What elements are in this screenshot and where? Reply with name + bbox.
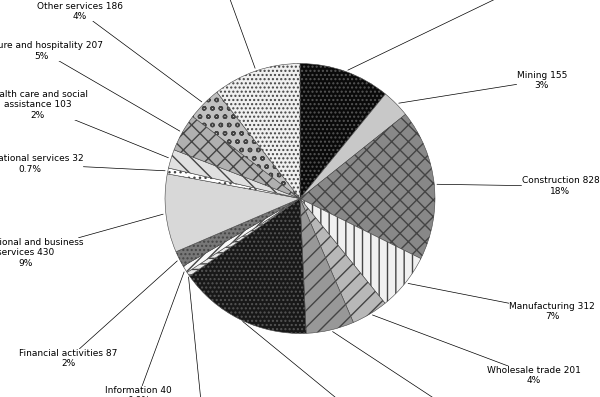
- Wedge shape: [300, 198, 421, 303]
- Text: Professional and business
services 430
9%: Professional and business services 430 9…: [0, 214, 163, 268]
- Text: Utilities 24
0.5%: Utilities 24 0.5%: [178, 277, 226, 397]
- Text: Mining 155
3%: Mining 155 3%: [399, 71, 567, 103]
- Text: Construction 828
18%: Construction 828 18%: [437, 177, 599, 196]
- Wedge shape: [300, 198, 385, 322]
- Wedge shape: [217, 64, 300, 198]
- Wedge shape: [167, 168, 300, 198]
- Wedge shape: [190, 198, 306, 333]
- Text: Educational services 32
0.7%: Educational services 32 0.7%: [0, 154, 165, 174]
- Wedge shape: [165, 174, 300, 252]
- Wedge shape: [300, 94, 406, 198]
- Text: Financial activities 87
2%: Financial activities 87 2%: [19, 261, 177, 368]
- Wedge shape: [300, 198, 353, 333]
- Wedge shape: [193, 92, 300, 198]
- Wedge shape: [300, 114, 435, 258]
- Text: Retail trade 263
6%: Retail trade 263 6%: [332, 331, 496, 397]
- Wedge shape: [183, 198, 300, 272]
- Wedge shape: [169, 150, 300, 198]
- Text: Transportation and
warehousing 733
16%: Transportation and warehousing 733 16%: [242, 322, 415, 397]
- Wedge shape: [187, 198, 300, 276]
- Wedge shape: [300, 64, 385, 198]
- Text: Agriculture, forestry, fishing
and hunting 500
11%: Agriculture, forestry, fishing and hunti…: [348, 0, 595, 70]
- Text: Other services 186
4%: Other services 186 4%: [37, 2, 202, 102]
- Text: Wholesale trade 201
4%: Wholesale trade 201 4%: [373, 315, 581, 385]
- Text: Health care and social
assistance 103
2%: Health care and social assistance 103 2%: [0, 90, 169, 158]
- Text: Manufacturing 312
7%: Manufacturing 312 7%: [408, 283, 595, 322]
- Wedge shape: [176, 198, 300, 266]
- Text: Leisure and hospitality 207
5%: Leisure and hospitality 207 5%: [0, 41, 180, 131]
- Wedge shape: [174, 117, 300, 198]
- Text: Information 40
0.9%: Information 40 0.9%: [105, 272, 184, 397]
- Text: Government 484
11%: Government 484 11%: [179, 0, 256, 68]
